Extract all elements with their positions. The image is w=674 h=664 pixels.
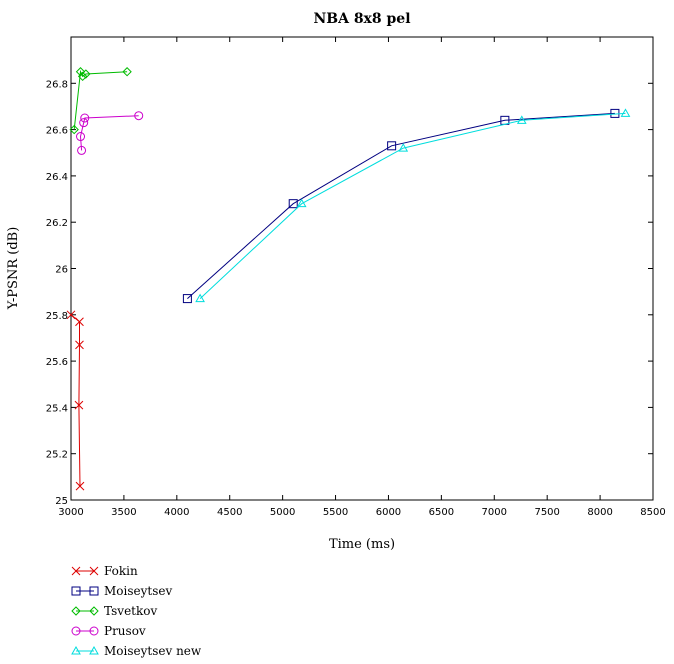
y-tick-label: 26.6 [46,126,68,137]
data-point-prusov [76,132,86,142]
data-point-fokin [75,317,84,327]
y-tick-label: 26 [55,265,68,276]
legend-label: Tsvetkov [104,604,157,618]
y-tick-label: 25.4 [46,403,68,414]
data-point-prusov [77,145,87,155]
legend-item-fokin: Fokin [71,564,138,578]
legend-marker [89,645,99,655]
legend-marker [71,645,81,655]
y-tick-label: 25 [55,496,68,507]
x-axis-label: Time (ms) [329,537,395,552]
legend-marker [89,606,99,616]
series-moiseytsev [182,108,620,304]
y-axis-ticks: 25 25.2 25.4 25.6 25.8 26 26.2 26.4 26.6 26.8 [46,79,653,507]
x-axis-ticks: 3000 3500 4000 4500 5000 5500 6000 6500 7000 7500… [58,37,666,518]
legend-item-moiseytsev-new: Moiseytsev new [71,644,202,658]
data-point-tsvetkov [69,124,79,135]
legend-marker [89,566,99,576]
data-point-fokin [75,340,84,350]
x-tick-label: 3000 [58,507,83,518]
series-line-tsvetkov [73,69,128,130]
series-moiseytsev-new [195,108,631,303]
plot-area [70,36,654,501]
data-point-fokin [75,481,85,491]
x-tick-label: 8500 [640,507,665,518]
series-tsvetkov [69,67,132,135]
x-tick-label: 3500 [111,507,136,518]
data-point-moiseytsev-new [195,293,205,303]
legend-marker [71,606,81,616]
x-tick-label: 4000 [164,507,189,518]
data-point-moiseytsev [182,294,192,304]
legend-item-prusov: Prusov [71,624,146,638]
legend-label: Prusov [104,624,146,638]
series-fokin [66,310,85,491]
y-tick-label: 26.8 [46,79,68,90]
x-tick-label: 7000 [482,507,507,518]
legend-label: Moiseytsev [104,584,172,598]
data-point-prusov [79,118,89,128]
data-point-moiseytsev-new [398,143,409,152]
data-point-tsvetkov [122,67,132,77]
x-tick-label: 4500 [217,507,242,518]
x-tick-label: 5000 [270,507,295,518]
x-tick-label: 6500 [429,507,454,518]
data-point-tsvetkov [77,71,88,82]
x-tick-label: 6000 [376,507,401,518]
data-point-moiseytsev-new [296,198,307,208]
legend: Fokin Moiseytsev Tsvetkov Prusov Moiseytsev … [71,564,202,658]
data-point-moiseytsev [387,141,397,151]
chart-title: NBA 8x8 pel [313,11,410,27]
y-axis-label: Y-PSNR (dB) [6,227,21,311]
legend-marker [89,586,99,596]
y-tick-label: 25.6 [46,357,68,368]
y-tick-label: 25.2 [46,450,68,461]
data-point-prusov [134,111,144,121]
legend-label: Fokin [104,564,138,578]
data-point-moiseytsev-new [620,108,631,117]
data-point-moiseytsev-new [516,115,527,124]
x-tick-label: 5500 [323,507,348,518]
legend-marker [71,626,81,636]
y-tick-label: 26.4 [46,172,68,183]
x-tick-label: 7500 [534,507,559,518]
series-line-fokin [70,314,81,487]
series-line-moiseytsev-new [199,112,626,299]
x-tick-label: 8000 [587,507,612,518]
data-point-tsvetkov [81,69,91,79]
data-point-tsvetkov [75,67,86,77]
legend-item-moiseytsev: Moiseytsev [71,584,172,598]
data-point-prusov [80,113,90,123]
data-point-fokin [74,400,84,410]
data-point-moiseytsev [288,199,298,209]
y-tick-label: 25.8 [46,311,68,322]
legend-marker [89,626,99,636]
legend-label: Moiseytsev new [104,644,202,658]
legend-marker [71,586,81,596]
series-layer [66,67,631,491]
legend-marker [71,566,81,576]
legend-item-tsvetkov: Tsvetkov [71,604,157,618]
data-point-fokin [66,310,76,320]
series-prusov [76,111,144,155]
series-line-moiseytsev [187,112,615,299]
y-tick-label: 26.2 [46,218,68,229]
series-line-prusov [79,115,139,151]
